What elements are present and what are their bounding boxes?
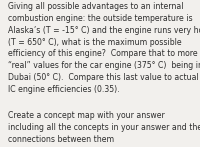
Text: Create a concept map with your answer
including all the concepts in your answer : Create a concept map with your answer in… [8,111,200,144]
Text: Giving all possible advantages to an internal
combustion engine: the outside tem: Giving all possible advantages to an int… [8,2,200,94]
